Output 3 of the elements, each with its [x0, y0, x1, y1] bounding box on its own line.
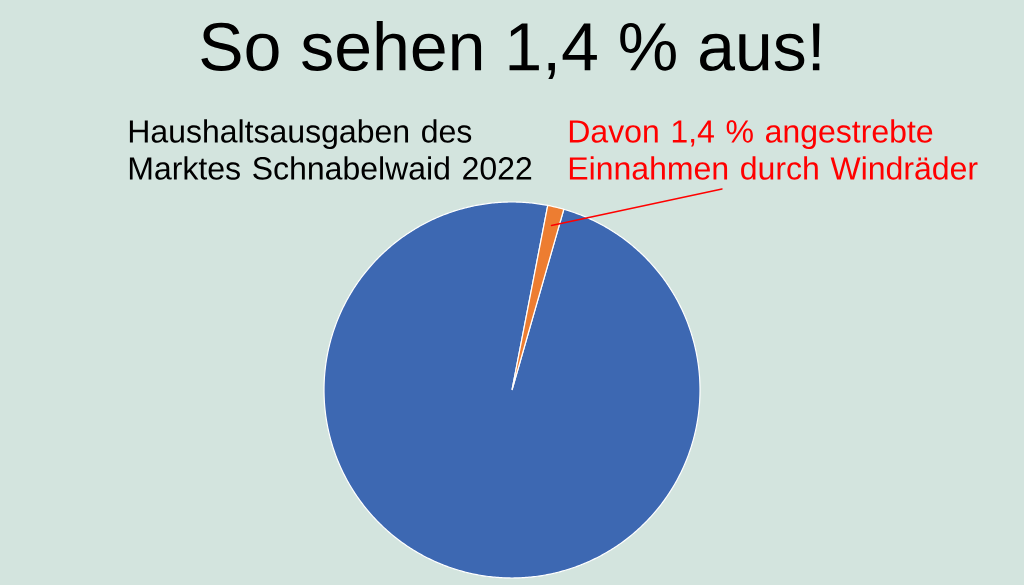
chart-title: So sehen 1,4 % aus! [201, 21, 820, 79]
slice-label: Davon 1,4 % angestrebte Einnahmen durch Windräder [569, 119, 978, 180]
slice-label: Haushaltsausgaben des Marktes Schnabelwaid 2022 [129, 119, 532, 180]
